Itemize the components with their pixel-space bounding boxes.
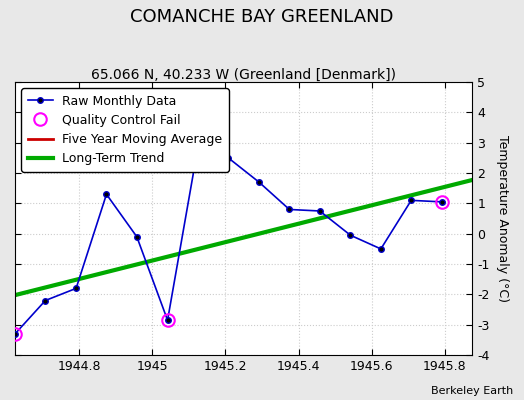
Title: 65.066 N, 40.233 W (Greenland [Denmark]): 65.066 N, 40.233 W (Greenland [Denmark]) (91, 68, 396, 82)
Text: Berkeley Earth: Berkeley Earth (431, 386, 514, 396)
Y-axis label: Temperature Anomaly (°C): Temperature Anomaly (°C) (496, 135, 509, 302)
Text: COMANCHE BAY GREENLAND: COMANCHE BAY GREENLAND (130, 8, 394, 26)
Legend: Raw Monthly Data, Quality Control Fail, Five Year Moving Average, Long-Term Tren: Raw Monthly Data, Quality Control Fail, … (21, 88, 229, 172)
